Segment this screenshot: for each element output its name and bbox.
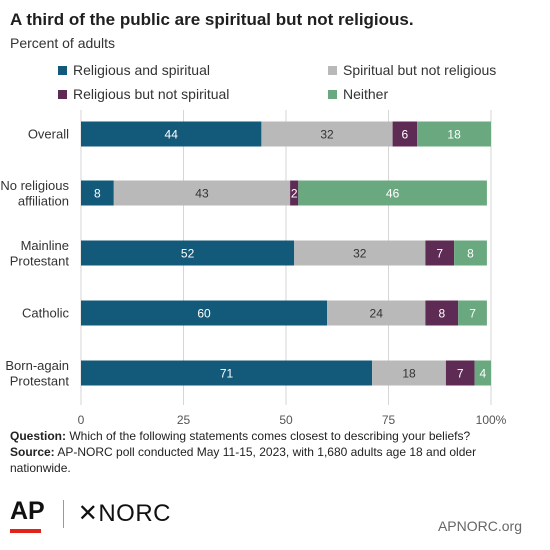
data-label: 2 bbox=[291, 186, 298, 200]
data-label: 32 bbox=[353, 246, 367, 260]
data-label: 18 bbox=[447, 127, 461, 141]
source-label: Source: bbox=[10, 445, 55, 459]
legend-label: Neither bbox=[343, 86, 389, 102]
bar-segment bbox=[81, 180, 114, 206]
source-text: AP-NORC poll conducted May 11-15, 2023, … bbox=[10, 445, 477, 475]
x-tick-label: 0 bbox=[78, 413, 85, 427]
legend-label: Religious and spiritual bbox=[73, 62, 210, 78]
data-label: 6 bbox=[402, 127, 409, 141]
data-label: 52 bbox=[181, 246, 195, 260]
legend-item: Religious and spiritual bbox=[58, 62, 210, 78]
bar-segment bbox=[458, 300, 487, 326]
legend-swatch bbox=[58, 65, 67, 75]
x-tick-label: 50 bbox=[279, 413, 293, 427]
category-label: No religious affiliation bbox=[0, 178, 69, 209]
site-url: APNORC.org bbox=[437, 518, 522, 534]
category-label: Born-again Protestant bbox=[5, 358, 69, 389]
legend-item: Neither bbox=[328, 86, 388, 102]
bar-segment bbox=[454, 240, 487, 266]
chart-title: A third of the public are spiritual but … bbox=[10, 10, 414, 29]
bar-segment bbox=[474, 360, 491, 386]
legend-swatch bbox=[328, 89, 337, 99]
bar-segment bbox=[372, 360, 446, 386]
norc-logo: ✕NORC bbox=[77, 500, 172, 527]
legend-swatch bbox=[58, 89, 67, 99]
bar-segment bbox=[327, 300, 426, 326]
bar-segment bbox=[392, 121, 418, 147]
logos: AP ✕NORC bbox=[10, 497, 172, 533]
category-label: Overall bbox=[28, 127, 69, 142]
bar-segment bbox=[294, 240, 426, 266]
bar-segment bbox=[445, 360, 475, 386]
bar-segment bbox=[81, 360, 373, 386]
legend-label: Spiritual but not religious bbox=[343, 62, 497, 78]
data-label: 18 bbox=[402, 366, 416, 380]
x-tick-label: 100% bbox=[476, 413, 507, 427]
question-text: Which of the following statements comes … bbox=[66, 429, 471, 443]
bar-segment bbox=[81, 300, 327, 326]
x-tick-label: 75 bbox=[382, 413, 396, 427]
chart-subtitle: Percent of adults bbox=[10, 35, 116, 51]
data-label: 7 bbox=[436, 246, 443, 260]
ap-logo-underline bbox=[10, 529, 41, 533]
data-label: 46 bbox=[386, 186, 400, 200]
category-label: Catholic bbox=[22, 306, 69, 321]
bar-segment bbox=[417, 121, 491, 147]
legend-item: Religious but not spiritual bbox=[58, 86, 229, 102]
question-label: Question: bbox=[10, 429, 66, 443]
legend-label: Religious but not spiritual bbox=[73, 86, 230, 102]
data-label: 43 bbox=[195, 186, 209, 200]
source-note: Source: AP-NORC poll conducted May 11-15… bbox=[10, 444, 530, 476]
data-label: 32 bbox=[320, 127, 334, 141]
data-label: 8 bbox=[94, 186, 101, 200]
bar-segment bbox=[425, 240, 455, 266]
data-label: 24 bbox=[370, 306, 384, 320]
x-tick-label: 25 bbox=[177, 413, 191, 427]
data-label: 4 bbox=[479, 366, 486, 380]
data-label: 44 bbox=[165, 127, 179, 141]
bar-segment bbox=[81, 240, 295, 266]
ap-logo-text: AP bbox=[10, 497, 45, 525]
logo-divider bbox=[62, 499, 64, 528]
data-label: 7 bbox=[469, 306, 476, 320]
bar-segment bbox=[425, 300, 459, 326]
data-label: 8 bbox=[467, 246, 474, 260]
bar-segment bbox=[113, 180, 291, 206]
data-label: 60 bbox=[197, 306, 211, 320]
legend: Religious and spiritual Spiritual but not… bbox=[58, 62, 538, 106]
legend-item: Spiritual but not religious bbox=[328, 62, 496, 78]
bar-segment bbox=[81, 121, 262, 147]
category-label: Mainline Protestant bbox=[10, 238, 70, 269]
bar-segment bbox=[298, 180, 487, 206]
data-label: 71 bbox=[220, 366, 234, 380]
data-label: 8 bbox=[438, 306, 445, 320]
question-note: Question: Which of the following stateme… bbox=[10, 428, 530, 444]
legend-swatch bbox=[328, 65, 337, 75]
bar-segment bbox=[261, 121, 393, 147]
bar-segment bbox=[290, 180, 299, 206]
data-label: 7 bbox=[457, 366, 464, 380]
ap-logo: AP bbox=[10, 497, 45, 533]
